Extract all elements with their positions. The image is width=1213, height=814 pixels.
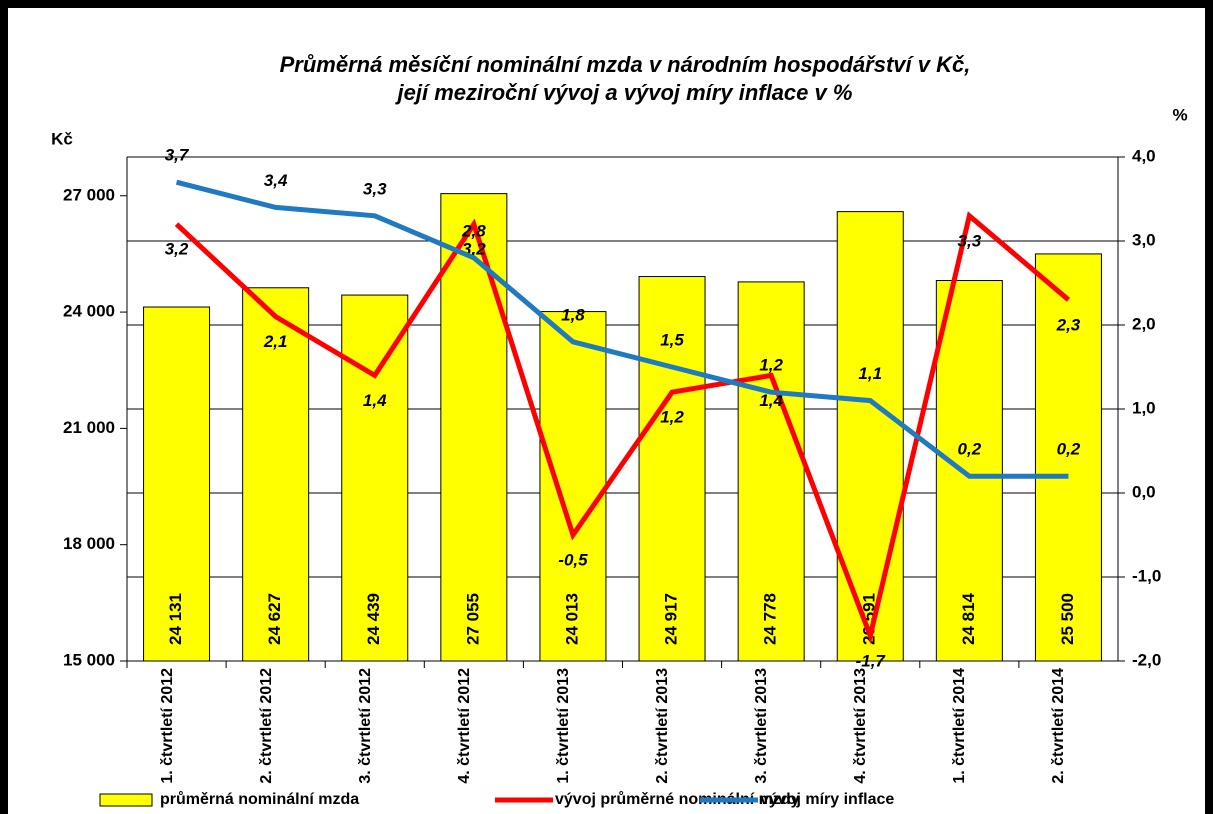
bar	[737, 281, 805, 662]
legend-label: vývoj míry inflace	[760, 791, 894, 808]
bar	[341, 294, 409, 662]
bar-value-label: 25 500	[1058, 593, 1077, 645]
y-axis-label: Kč	[51, 129, 73, 148]
line-value-label: 2,1	[263, 332, 288, 351]
bar-value-label: 24 917	[662, 593, 681, 645]
bar-value-label: 24 814	[959, 592, 978, 645]
y-tick-label: 15 000	[63, 650, 115, 669]
bar-value-label: 26 591	[860, 593, 879, 645]
line-value-label: 3,3	[958, 231, 982, 250]
bar	[638, 276, 706, 662]
y-tick-label: 27 000	[63, 185, 115, 204]
bar-value-label: 24 627	[265, 593, 284, 645]
bar	[1034, 253, 1102, 662]
line-value-label: 2,3	[1056, 315, 1081, 334]
bar	[242, 287, 310, 662]
bar-value-label: 24 439	[364, 593, 383, 645]
line-value-label: 3,7	[165, 146, 190, 165]
y2-tick-label: 1,0	[1132, 398, 1156, 417]
line	[175, 179, 1069, 479]
bar-value-label: 27 055	[463, 593, 482, 645]
x-tick-label: 2. čtvrtletí 2012	[257, 668, 275, 784]
x-tick-label: 3. čtvrtletí 2012	[356, 668, 374, 784]
bar	[539, 311, 607, 662]
x-tick-label: 1. čtvrtletí 2014	[951, 668, 969, 784]
line-value-label: 2,8	[461, 221, 486, 240]
line-value-label: 1,4	[363, 391, 387, 410]
line-value-label: 1,2	[759, 356, 783, 375]
line-value-label: 3,2	[165, 240, 189, 259]
y2-axis-label: %	[1172, 105, 1187, 124]
y2-tick-label: 2,0	[1132, 314, 1156, 333]
bar-value-label: 24 778	[761, 593, 780, 645]
bar	[440, 193, 508, 662]
line-value-label: -1,7	[856, 651, 887, 670]
line-value-label: 0,2	[958, 440, 982, 459]
line-value-label: 0,2	[1057, 440, 1081, 459]
line-value-label: 1,1	[858, 364, 882, 383]
line	[174, 211, 1071, 645]
line-value-label: 1,8	[561, 305, 585, 324]
bar-value-label: 24 131	[166, 593, 185, 645]
bar-value-label: 24 013	[562, 593, 581, 645]
legend-swatch	[99, 793, 153, 807]
y2-tick-label: 3,0	[1132, 230, 1156, 249]
line-value-label: 1,4	[759, 391, 783, 410]
y2-tick-label: -2,0	[1132, 650, 1161, 669]
chart-subtitle: její meziroční vývoj a vývoj míry inflac…	[395, 80, 853, 105]
legend-label: vývoj průměrné nominální mzdy	[555, 791, 800, 808]
x-tick-label: 3. čtvrtletí 2013	[753, 668, 771, 784]
line-value-label: 1,5	[660, 330, 684, 349]
line-value-label: -0,5	[558, 550, 588, 569]
line-value-label: 3,4	[264, 171, 288, 190]
x-tick-label: 4. čtvrtletí 2013	[852, 668, 870, 784]
y-tick-label: 24 000	[63, 302, 115, 321]
x-tick-label: 2. čtvrtletí 2014	[1050, 668, 1068, 784]
line-value-label: 3,3	[363, 179, 387, 198]
y2-tick-label: 4,0	[1132, 146, 1156, 165]
y-tick-label: 21 000	[63, 418, 115, 437]
bar	[143, 306, 211, 662]
y2-tick-label: 0,0	[1132, 482, 1156, 501]
y2-tick-label: -1,0	[1132, 566, 1161, 585]
legend-label: průměrná nominální mzda	[160, 791, 359, 808]
x-tick-label: 1. čtvrtletí 2012	[158, 668, 176, 784]
bar	[836, 211, 904, 662]
chart-title: Průměrná měsíční nominální mzda v národn…	[280, 52, 971, 77]
x-tick-label: 4. čtvrtletí 2012	[455, 668, 473, 784]
x-tick-label: 2. čtvrtletí 2013	[654, 668, 672, 784]
x-tick-label: 1. čtvrtletí 2013	[554, 668, 572, 784]
y-tick-label: 18 000	[63, 534, 115, 553]
line-value-label: 1,2	[660, 408, 684, 427]
bar	[935, 280, 1003, 662]
